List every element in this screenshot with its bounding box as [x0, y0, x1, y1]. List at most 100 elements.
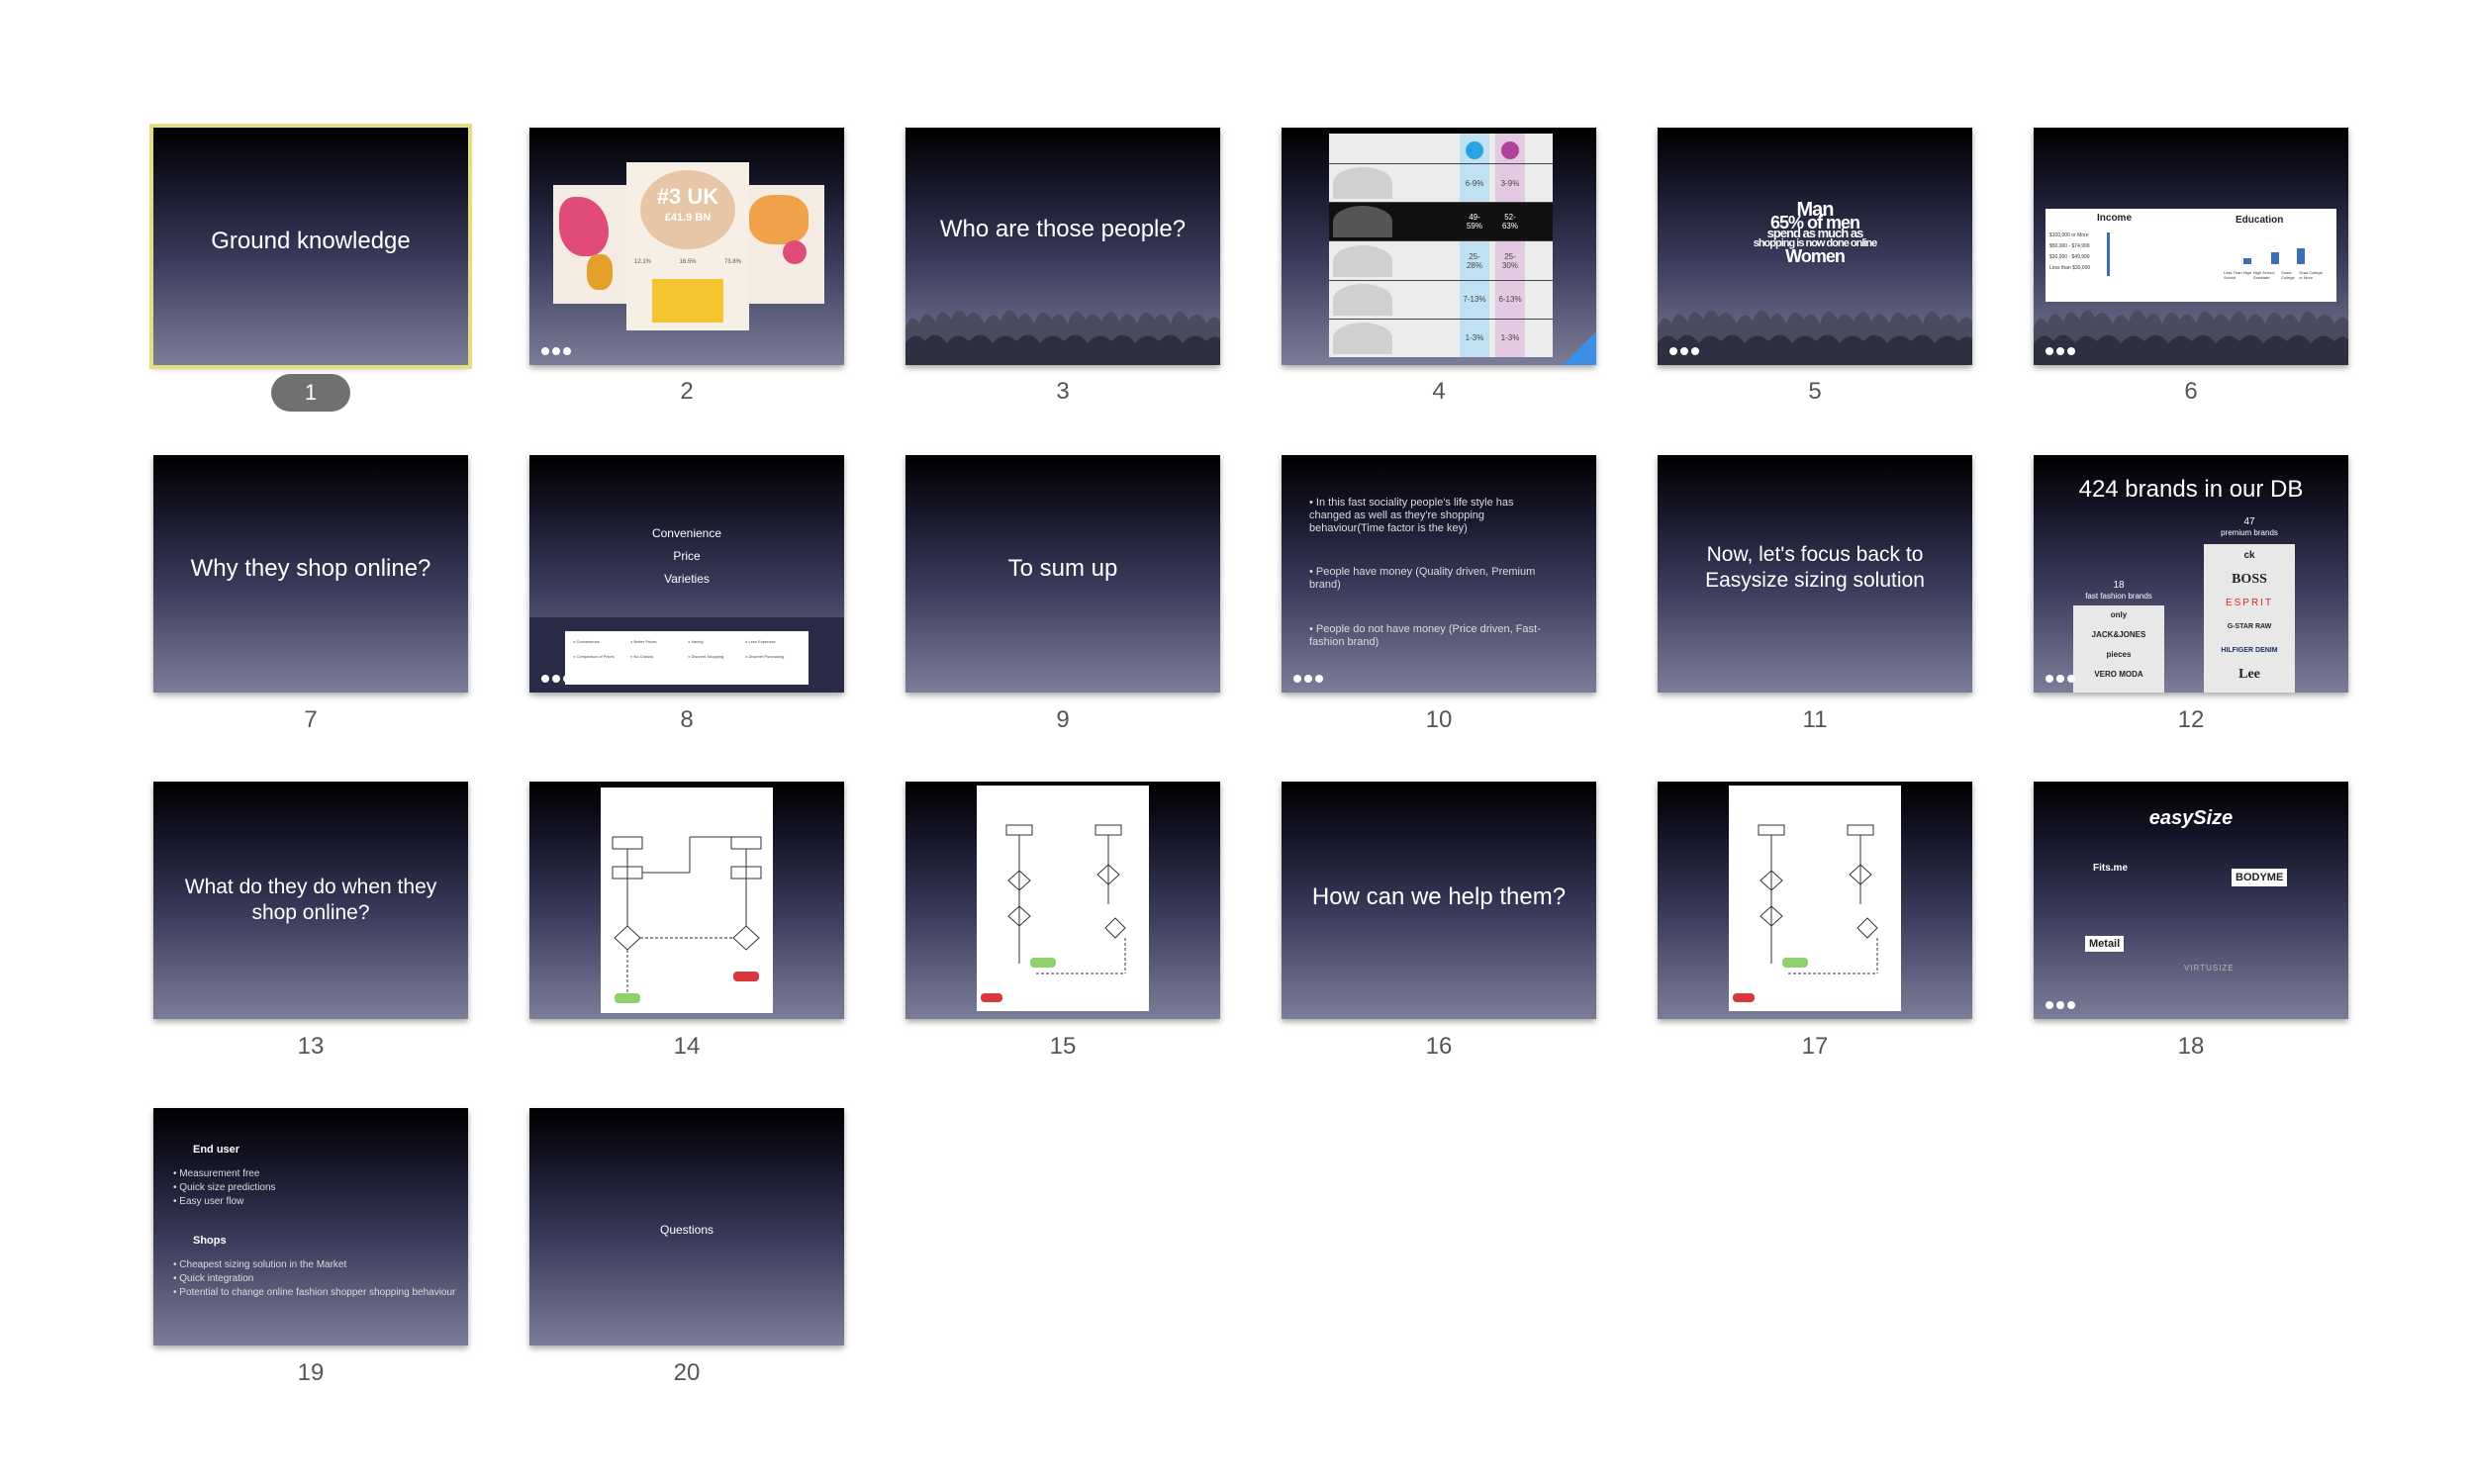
slide-thumb-16[interactable]: How can we help them?	[1282, 782, 1596, 1019]
world-map-right	[737, 185, 824, 304]
slide-thumb-12[interactable]: 424 brands in our DB 47 premium brands 1…	[2034, 455, 2348, 693]
slide-text-line: Man	[1796, 199, 1835, 221]
slide-title: Now, let's focus back to Easysize sizing…	[1705, 543, 1925, 592]
easysize-logo: easySize	[2148, 807, 2234, 829]
slide-title: Questions	[659, 1223, 714, 1237]
slide-thumb-15[interactable]	[905, 782, 1220, 1019]
fitsme-logo: Fits.me	[2093, 863, 2129, 874]
slide-title: Ground knowledge	[211, 228, 411, 254]
bullet-item: • People do not have money (Price driven…	[1309, 623, 1541, 648]
slide-number: 14	[673, 1033, 701, 1060]
slide-title: How can we help them?	[1311, 883, 1567, 910]
slide-thumb-6[interactable]: Income Education $100,000 or More $50,00…	[2034, 128, 2348, 365]
bullet-item: • Potential to change online fashion sho…	[173, 1287, 456, 1298]
slide-text-line: shopping is now done online	[1753, 237, 1878, 249]
slide-number: 19	[297, 1359, 325, 1386]
slide-thumb-10[interactable]: • In this fast sociality people's life s…	[1282, 455, 1596, 693]
crowd-silhouette-icon	[2034, 310, 2348, 365]
generation-table: 6-9% 3-9% 49-59% 52-63% 25-28% 25-30% 7-…	[1329, 134, 1553, 357]
slide-number: 17	[1801, 1033, 1829, 1060]
slide-thumb-9[interactable]: To sum up	[905, 455, 1220, 693]
bullet-item: • Easy user flow	[173, 1196, 244, 1207]
slide-number: 11	[1802, 706, 1828, 733]
more-options-icon[interactable]	[1293, 675, 1323, 685]
slide-number-badge: 1	[153, 374, 468, 412]
more-options-icon[interactable]	[2046, 675, 2075, 685]
slide-number: 20	[673, 1359, 701, 1386]
infographic-amount: £41.9 BN	[664, 212, 712, 224]
slide-number: 8	[680, 706, 694, 733]
benefits-panel: ● Convenience ● Better Prices ● Variety …	[565, 631, 809, 685]
slide-number: 4	[1432, 378, 1446, 405]
slide-number: 15	[1049, 1033, 1077, 1060]
slide-thumb-7[interactable]: Why they shop online?	[153, 455, 468, 693]
slide-thumb-4[interactable]: 6-9% 3-9% 49-59% 52-63% 25-28% 25-30% 7-…	[1282, 128, 1596, 365]
slide-number: 2	[680, 378, 694, 405]
slide-title: Why they shop online?	[190, 555, 431, 582]
count: 18	[2113, 580, 2125, 591]
slide-thumb-20[interactable]: Questions	[529, 1108, 844, 1345]
premium-brands-panel: ck BOSS ESPRIT G-STAR RAW HILFIGER DENIM…	[2204, 544, 2295, 693]
slide-number: 16	[1425, 1033, 1453, 1060]
slide-number: 10	[1425, 706, 1453, 733]
bullet-item: • People have money (Quality driven, Pre…	[1309, 566, 1536, 591]
slide-number: 18	[2177, 1033, 2205, 1060]
slide-text-line: 65% of men	[1769, 213, 1860, 232]
more-options-icon[interactable]	[2046, 1001, 2075, 1011]
slide-thumb-3[interactable]: Who are those people?	[905, 128, 1220, 365]
count-label: fast fashion brands	[2085, 592, 2152, 601]
more-options-icon[interactable]	[2046, 347, 2075, 357]
crowd-silhouette-icon	[1658, 310, 1972, 365]
slide-number: 6	[2184, 378, 2198, 405]
slide-thumb-5[interactable]: Man 65% of men spend as much as shopping…	[1658, 128, 1972, 365]
slide-number: 7	[304, 706, 318, 733]
bullet-item: • Quick size predictions	[173, 1182, 276, 1193]
slide-text-line: Women	[1785, 246, 1846, 266]
slide-thumb-11[interactable]: Now, let's focus back to Easysize sizing…	[1658, 455, 1972, 693]
slide-text-line: Varieties	[664, 572, 710, 586]
slide-thumb-14[interactable]	[529, 782, 844, 1019]
slide-number: 5	[1808, 378, 1822, 405]
infographic-panel: #3 UK £41.9 BN 12.1% 16.5% 73.8%	[626, 162, 749, 330]
more-options-icon[interactable]	[1669, 347, 1699, 357]
section-heading: End user	[193, 1144, 240, 1156]
bullet-item: • Quick integration	[173, 1273, 254, 1284]
slide-title: Who are those people?	[939, 216, 1187, 242]
slide-thumb-13[interactable]: What do they do when they shop online?	[153, 782, 468, 1019]
slide-thumb-18[interactable]: easySize Fits.me BODYME Metail VIRTUSIZE	[2034, 782, 2348, 1019]
infographic-headline: #3 UK	[656, 184, 719, 209]
slide-thumb-2[interactable]: #3 UK £41.9 BN 12.1% 16.5% 73.8%	[529, 128, 844, 365]
bullet-item: • Measurement free	[173, 1168, 260, 1179]
slide-thumb-19[interactable]: End user • Measurement free • Quick size…	[153, 1108, 468, 1345]
slide-text-line: spend as much as	[1766, 226, 1864, 240]
count-label: premium brands	[2221, 528, 2278, 537]
more-options-icon[interactable]	[541, 675, 571, 685]
income-education-charts: Income Education $100,000 or More $50,00…	[2046, 209, 2336, 302]
fast-fashion-brands-panel: only JACK&JONES pieces VERO MODA	[2073, 605, 2164, 693]
slide-number: 12	[2177, 706, 2205, 733]
slide-text-line: Price	[673, 549, 701, 563]
metail-logo: Metail	[2085, 936, 2125, 952]
bullet-item: • In this fast sociality people's life s…	[1309, 497, 1514, 534]
more-options-icon[interactable]	[541, 347, 571, 357]
slide-number: 13	[297, 1033, 325, 1060]
crowd-silhouette-icon	[905, 310, 1220, 365]
slide-thumb-8[interactable]: Convenience Price Varieties ● Convenienc…	[529, 455, 844, 693]
bullet-item: • Cheapest sizing solution in the Market	[173, 1259, 347, 1270]
flowchart-document	[977, 786, 1149, 1011]
corner-fold-icon	[1563, 331, 1596, 365]
flowchart-document	[1729, 786, 1901, 1011]
count: 47	[2243, 516, 2255, 527]
slide-thumb-17[interactable]	[1658, 782, 1972, 1019]
slide-thumb-1[interactable]: Ground knowledge	[149, 124, 472, 369]
slide-title: What do they do when they shop online?	[184, 876, 437, 924]
chat-icon	[1501, 141, 1519, 159]
slide-number: 9	[1056, 706, 1070, 733]
section-heading: Shops	[193, 1235, 227, 1247]
cursor-icon	[1466, 141, 1483, 159]
flowchart-document	[601, 788, 773, 1013]
slide-title: To sum up	[1007, 555, 1118, 582]
slide-number: 3	[1056, 378, 1070, 405]
slide-title: 424 brands in our DB	[2078, 476, 2304, 503]
bodyme-logo: BODYME	[2232, 869, 2288, 886]
